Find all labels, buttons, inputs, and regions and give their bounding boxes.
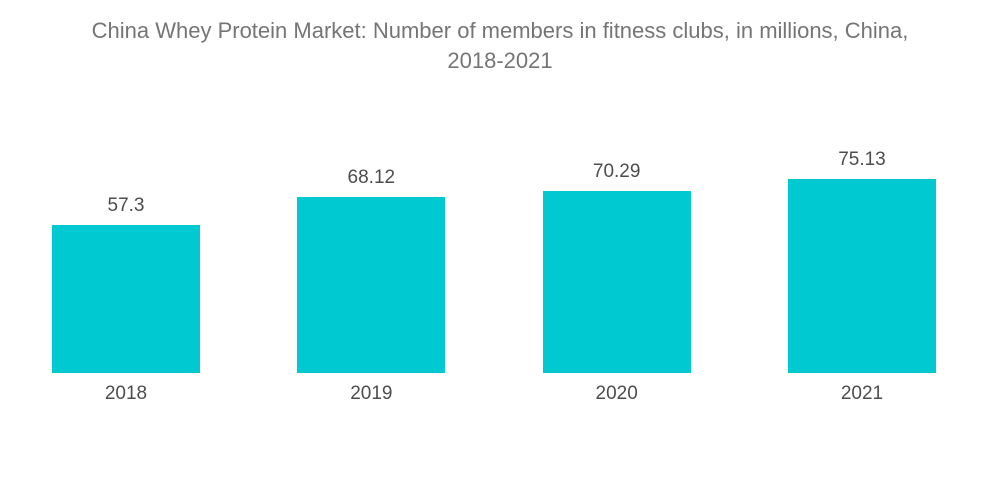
- category-label-2020: 2020: [595, 383, 638, 404]
- plot-area: 57.3 2018 68.12 2019 70.29 2020 75.13 20…: [52, 106, 936, 406]
- value-label-2021: 75.13: [838, 149, 886, 170]
- bar-group-2019: 68.12 2019: [297, 166, 446, 406]
- bar-2019: [297, 197, 446, 373]
- category-label-2019: 2019: [350, 383, 393, 404]
- category-label-2018: 2018: [104, 383, 148, 404]
- value-label-2019: 68.12: [347, 167, 396, 188]
- bar-2021: [787, 179, 936, 373]
- chart-title: China Whey Protein Market: Number of mem…: [0, 16, 1000, 76]
- bar-group-2020: 70.29 2020: [542, 160, 691, 406]
- category-label-2021: 2021: [840, 383, 884, 404]
- chart-title-line-2: 2018-2021: [447, 48, 553, 73]
- value-label-2020: 70.29: [592, 161, 641, 182]
- bar-group-2021: 75.13 2021: [787, 148, 936, 406]
- bar-group-2018: 57.3 2018: [52, 194, 200, 406]
- value-label-2018: 57.3: [107, 195, 145, 216]
- bar-2018: [52, 225, 200, 373]
- chart-title-line-1: China Whey Protein Market: Number of mem…: [91, 18, 909, 43]
- bar-2020: [542, 191, 691, 373]
